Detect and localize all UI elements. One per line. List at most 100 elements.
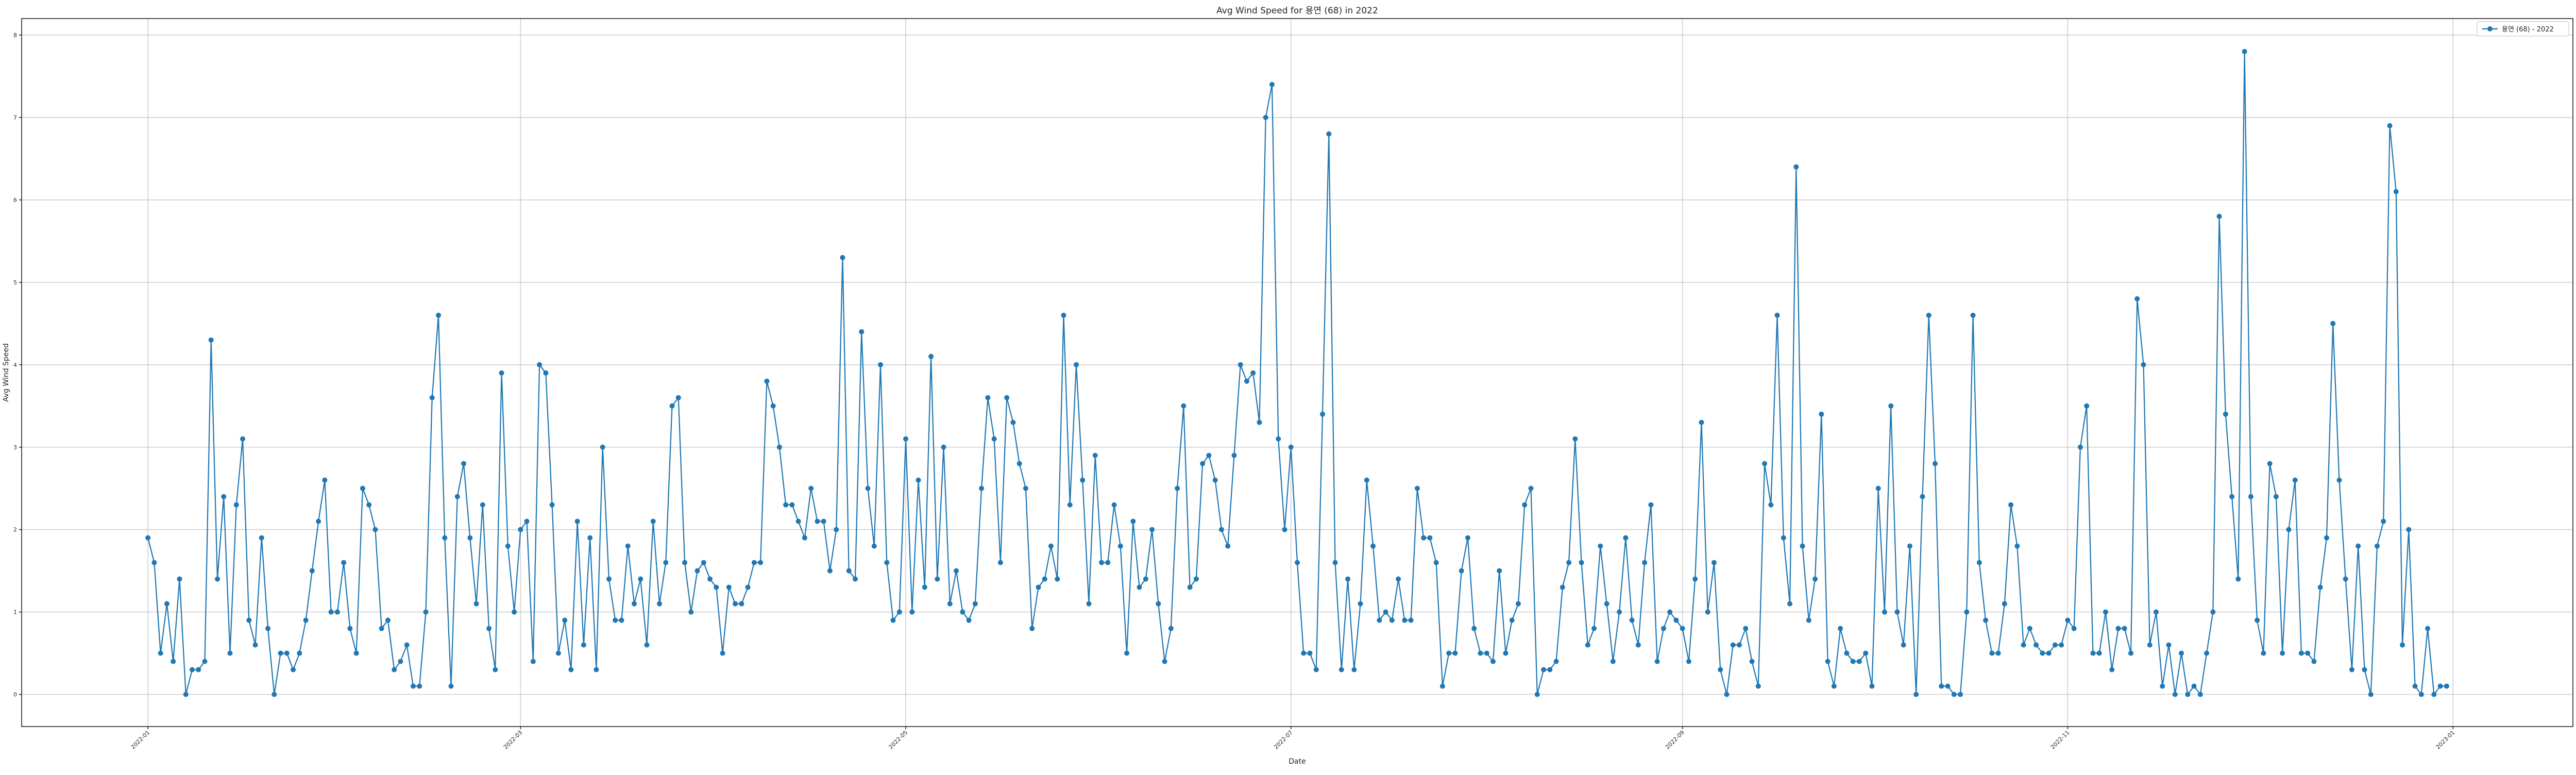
data-point [1528, 485, 1534, 491]
data-point [1073, 362, 1079, 367]
series-line [147, 50, 2447, 695]
data-point [941, 444, 946, 450]
data-point [322, 477, 328, 483]
data-point [745, 584, 751, 590]
data-point [1793, 164, 1799, 170]
data-point [1250, 370, 1256, 376]
data-point [1907, 543, 1912, 549]
data-point [1617, 609, 1622, 615]
data-point [1099, 560, 1105, 565]
data-point [2292, 477, 2298, 483]
data-point [309, 568, 315, 574]
data-point [1124, 650, 1130, 656]
data-point [2046, 650, 2052, 656]
grid-layer [22, 19, 2573, 727]
data-point [1326, 131, 1332, 137]
data-point [1490, 659, 1496, 664]
data-point [871, 543, 877, 549]
data-point [486, 626, 492, 631]
data-point [1648, 502, 1654, 508]
data-point [1408, 617, 1414, 623]
data-point [549, 502, 555, 508]
y-axis-ticks: 0 1 2 3 4 5 6 7 8 [13, 32, 22, 698]
data-point [1964, 609, 1970, 615]
data-point [1478, 650, 1483, 656]
data-point [1951, 692, 1957, 697]
data-point [1427, 535, 1433, 541]
data-point [1800, 543, 1805, 549]
data-point [2280, 650, 2285, 656]
data-point [1212, 477, 1218, 483]
legend-box [2477, 21, 2569, 37]
data-point [1699, 419, 1704, 425]
data-point [2368, 692, 2374, 697]
data-point [1888, 403, 1894, 409]
data-point [1894, 609, 1900, 615]
data-point [1187, 584, 1193, 590]
data-point [1351, 667, 1357, 672]
data-point [947, 601, 953, 606]
data-point [2172, 692, 2178, 697]
x-tick-label: 2022-11 [2049, 729, 2071, 751]
data-point [694, 568, 700, 574]
data-point [2393, 189, 2399, 194]
data-point [1667, 609, 1673, 615]
data-point [1856, 659, 1862, 664]
data-point [1812, 576, 1818, 582]
data-point [246, 617, 252, 623]
data-point [518, 527, 523, 532]
data-point [196, 667, 201, 672]
data-point [2418, 692, 2424, 697]
x-axis-ticks: 2022-01 2022-03 2022-05 2022-07 2022-09 2022-… [130, 727, 2456, 751]
data-point [1263, 114, 1268, 120]
data-point [2096, 650, 2102, 656]
data-point [1989, 650, 1995, 656]
data-point [663, 560, 669, 565]
y-axis-title: Avg Wind Speed [2, 343, 10, 402]
data-point [2387, 123, 2393, 128]
data-point [1036, 584, 1041, 590]
data-point [1471, 626, 1477, 631]
data-point [512, 609, 517, 615]
data-point [423, 609, 429, 615]
data-point [1863, 650, 1869, 656]
data-point [2381, 518, 2386, 524]
data-point [454, 494, 460, 499]
data-point [1111, 502, 1117, 508]
data-point [1092, 452, 1098, 458]
data-point [581, 642, 586, 648]
data-point [2437, 683, 2443, 689]
chart-title: Avg Wind Speed for 용연 (68) in 2022 [1216, 6, 1378, 16]
data-point [372, 527, 378, 532]
data-point [303, 617, 309, 623]
data-point [1016, 461, 1022, 466]
data-point [1970, 312, 1976, 318]
data-point [2134, 296, 2140, 301]
data-point [2400, 642, 2405, 648]
data-point [1288, 444, 1294, 450]
data-point [1995, 650, 2001, 656]
data-point [505, 543, 511, 549]
data-point [2355, 543, 2361, 549]
data-point [2343, 576, 2348, 582]
data-point [1117, 543, 1123, 549]
data-point [1048, 543, 1054, 549]
data-point [297, 650, 302, 656]
data-point [1534, 692, 1540, 697]
data-point [2033, 642, 2039, 648]
data-point [360, 485, 365, 491]
data-point [347, 626, 353, 631]
data-point [1976, 560, 1982, 565]
data-point [379, 626, 384, 631]
data-point [587, 535, 593, 541]
data-point [1175, 485, 1180, 491]
legend-label: 용연 (68) - 2022 [2502, 26, 2554, 33]
data-point [1825, 659, 1831, 664]
data-point [1377, 617, 1382, 623]
data-point [808, 485, 814, 491]
data-point [922, 584, 927, 590]
series-marker-layer [145, 48, 2449, 697]
data-point [1231, 452, 1237, 458]
data-point [461, 461, 467, 466]
data-point [1522, 502, 1528, 508]
